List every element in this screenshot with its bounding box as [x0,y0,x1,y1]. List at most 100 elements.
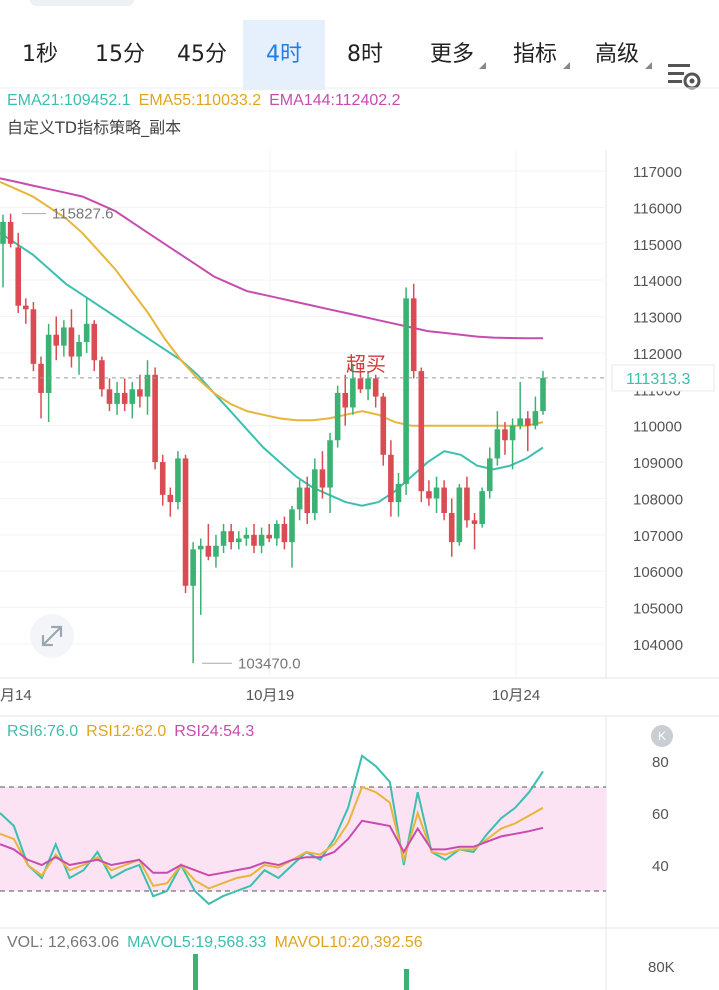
dropdown-triangle-icon [479,62,486,69]
rsi24-value: RSI24:54.3 [174,723,255,740]
dropdown-triangle-icon [563,62,570,69]
current-price-badge [611,364,715,392]
price-axis-label: 107000 [633,528,683,545]
candle-up [327,440,333,488]
candle-down [228,531,234,543]
candle-down [410,298,417,372]
candle-down [502,429,508,441]
date-axis-label: 10月19 [246,687,294,704]
tab-more[interactable]: 更多 [418,20,486,90]
volume-legend: VOL: 12,663.06 MAVOL5:19,568.33 MAVOL10:20… [7,934,431,952]
candle-up [312,469,318,514]
price-axis-label: 114000 [633,273,682,290]
candle-up [296,487,303,510]
price-axis-label: 115000 [633,237,682,254]
candle-down [426,491,432,499]
candle-down [464,487,470,521]
current-price-label: 111313.3 [626,371,690,388]
candle-up [114,392,120,404]
ema55-line [0,180,544,427]
candle-up [258,534,265,546]
candle-up [350,378,356,408]
candle-up [197,545,204,550]
candle-up [235,538,242,543]
tab-1s[interactable]: 1秒 [8,20,72,90]
candle-down [441,487,447,514]
price-axis-label: 105000 [633,601,683,618]
price-axis-label: 104000 [633,637,683,654]
candle-down [23,305,29,310]
candle-down [159,462,166,495]
timeframe-tabs: 1秒 15分 45分 4时 8时 更多 指标 高级 [0,20,719,90]
tab-8h[interactable]: 8时 [334,20,396,90]
candle-down [137,389,143,397]
candle-down [121,392,128,404]
candle-down [68,327,75,357]
candle-up [395,483,402,503]
candle-down [7,221,14,244]
candle-up [220,531,227,546]
candle-down [106,389,113,404]
rsi-collapse-badge[interactable]: K [651,725,673,747]
candle-down [99,360,105,390]
tab-label: 4时 [266,42,302,67]
candle-down [418,371,425,492]
tab-label: 指标 [512,42,557,67]
mavol10-value: MAVOL10:20,392.56 [274,934,423,951]
candle-up [274,523,280,539]
rsi-legend: RSI6:76.0 RSI12:62.0 RSI24:54.3 [7,723,262,741]
candle-up [486,458,493,492]
candle-up [517,418,523,426]
tab-label: 更多 [429,42,474,67]
candle-down [448,513,455,543]
candle-down [319,469,326,488]
price-axis-label: 110000 [633,419,682,436]
candle-up [334,392,341,441]
tab-advanced[interactable]: 高级 [582,20,652,90]
tab-45m[interactable]: 45分 [166,20,238,90]
tab-label: 15分 [95,42,145,67]
candle-down [266,534,272,539]
ema144-value: EMA144:112402.2 [269,92,401,109]
ema-legend: EMA21:109452.1 EMA55:110033.2 EMA144:11240… [7,92,408,110]
candle-down [91,323,98,361]
volume-value: VOL: 12,663.06 [7,934,120,951]
candle-down [251,534,257,546]
candle-down [342,392,349,408]
candle-up [190,549,196,586]
candle-down [380,396,387,455]
price-axis-label: 112000 [633,346,682,363]
candle-up [129,389,136,404]
price-axis-label: 109000 [633,455,683,472]
price-axis-label: 106000 [633,564,683,581]
ema55-value: EMA55:110033.2 [138,92,262,109]
strategy-label: 自定义TD指标策略_副本 [7,118,182,137]
tab-4h[interactable]: 4时 [243,20,325,90]
candle-up [213,545,219,557]
tab-15m[interactable]: 15分 [84,20,156,90]
candle-down [53,334,60,346]
candle-up [456,487,463,543]
candle-down [357,378,364,390]
candle-up [532,411,539,426]
candle-up [433,487,440,499]
candle-up [540,377,546,412]
high-price-label: 115827.6 [52,206,113,223]
rsi-band [0,787,606,891]
candle-up [289,509,295,543]
tab-indicators[interactable]: 指标 [500,20,570,90]
candle-down [152,374,158,463]
price-axis-label: 117000 [633,164,682,181]
candle-up [45,334,52,393]
overbought-label: 超买 [346,352,386,376]
volume-axis-label: 80K [648,959,675,976]
expand-icon[interactable] [30,614,74,658]
candle-down [524,418,531,426]
low-price-label: 103470.0 [238,655,301,672]
tab-label: 45分 [177,42,227,67]
candle-up [243,534,250,539]
candle-down [281,523,288,543]
candle-up [61,327,67,346]
candle-up [76,342,82,357]
